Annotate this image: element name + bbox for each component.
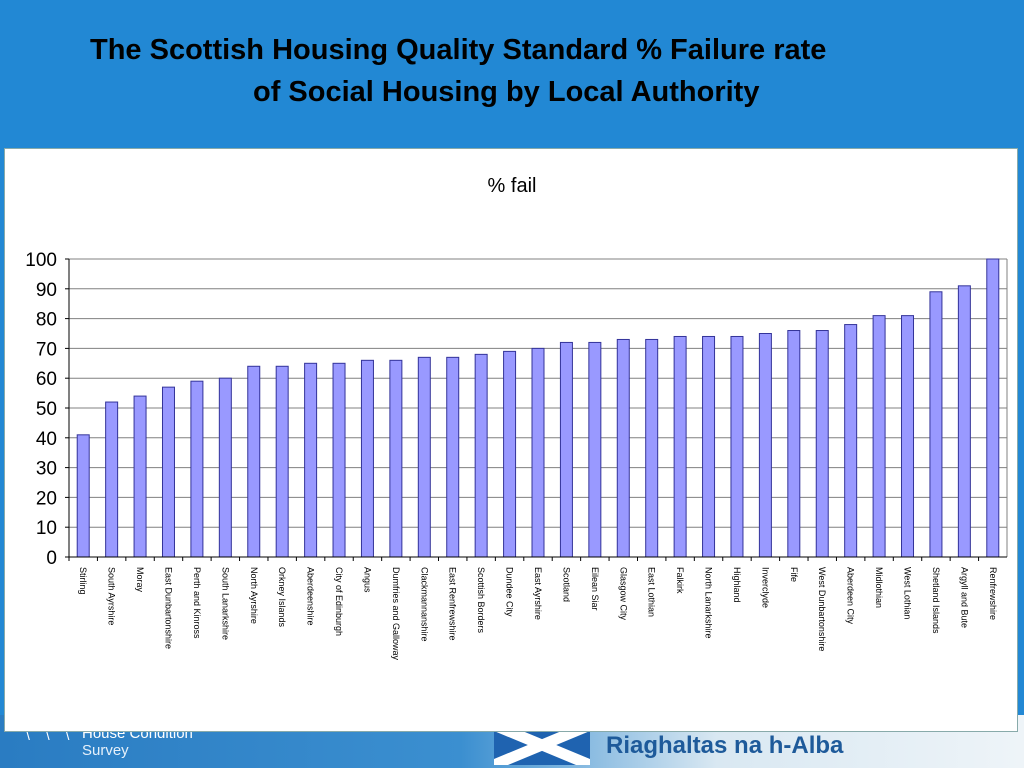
y-tick-label: 90 bbox=[36, 280, 57, 301]
bar bbox=[844, 324, 858, 558]
survey-name-line2: Survey bbox=[82, 742, 129, 759]
y-tick-label: 40 bbox=[36, 429, 57, 450]
bar bbox=[474, 353, 488, 558]
x-tick-label: Aberdeen City bbox=[846, 567, 856, 625]
bar bbox=[673, 335, 687, 558]
bar bbox=[446, 356, 460, 558]
x-tick-label: Orkney Islands bbox=[277, 567, 287, 628]
x-tick-label: Midlothian bbox=[874, 567, 884, 608]
bar bbox=[332, 362, 346, 558]
x-tick-label: West Dunbartonshire bbox=[817, 567, 827, 651]
bar bbox=[815, 330, 829, 558]
x-tick-label: Moray bbox=[135, 567, 145, 593]
bar bbox=[161, 386, 175, 558]
x-tick-label: Inverclyde bbox=[760, 567, 770, 608]
y-tick-label: 70 bbox=[36, 339, 57, 360]
bar bbox=[76, 434, 90, 558]
bar bbox=[417, 356, 431, 558]
bar bbox=[389, 359, 403, 558]
x-tick-label: City of Edinburgh bbox=[334, 567, 344, 636]
bar bbox=[929, 291, 943, 558]
x-tick-label: North Lanarkshire bbox=[704, 567, 714, 639]
x-tick-label: Fife bbox=[789, 567, 799, 582]
bar bbox=[588, 341, 602, 558]
y-tick-label: 60 bbox=[36, 369, 57, 390]
bar bbox=[531, 347, 545, 558]
slide-title-line2: of Social Housing by Local Authority bbox=[253, 76, 760, 108]
bar bbox=[957, 285, 971, 558]
bar bbox=[190, 380, 204, 558]
bar bbox=[702, 335, 716, 558]
x-tick-label: East Ayrshire bbox=[533, 567, 543, 620]
x-tick-label: Dundee City bbox=[505, 567, 515, 617]
x-tick-label: Shetland Islands bbox=[931, 567, 941, 634]
x-tick-label: Stirling bbox=[78, 567, 88, 595]
bar bbox=[787, 330, 801, 558]
bar bbox=[247, 365, 261, 558]
x-tick-label: Angus bbox=[362, 567, 372, 593]
x-tick-label: Falkirk bbox=[675, 567, 685, 594]
y-tick-label: 10 bbox=[36, 518, 57, 539]
x-tick-label: Highland bbox=[732, 567, 742, 603]
bar bbox=[559, 341, 573, 558]
chart-frame: % fail 0 10 20 30 40 50 60 70 80 90 100 Stirling So… bbox=[4, 148, 1018, 732]
y-tick-label: 0 bbox=[46, 548, 57, 569]
government-name: Riaghaltas na h-Alba bbox=[606, 732, 844, 759]
x-tick-label: East Renfrewshire bbox=[448, 567, 458, 641]
y-tick-label: 30 bbox=[36, 459, 57, 480]
bar bbox=[105, 401, 119, 558]
x-tick-label: Renfrewshire bbox=[988, 567, 998, 620]
bar bbox=[218, 377, 232, 558]
bar bbox=[304, 362, 318, 558]
bar bbox=[986, 258, 1000, 558]
x-tick-label: Scottish Borders bbox=[476, 567, 486, 634]
x-tick-label: Glasgow City bbox=[618, 567, 628, 621]
x-tick-label: North Ayrshire bbox=[249, 567, 259, 624]
x-tick-label: Argyll and Bute bbox=[959, 567, 969, 628]
y-tick-label: 50 bbox=[36, 399, 57, 420]
chart-title: % fail bbox=[488, 175, 537, 197]
x-tick-label: West Lothian bbox=[903, 567, 913, 619]
bar bbox=[503, 350, 517, 558]
x-tick-label: East Lothian bbox=[647, 567, 657, 617]
x-tick-label: Perth and Kinross bbox=[192, 567, 202, 639]
bar bbox=[872, 315, 886, 558]
y-tick-label: 20 bbox=[36, 488, 57, 509]
bar bbox=[645, 338, 659, 558]
slide-title-line1: The Scottish Housing Quality Standard % … bbox=[90, 34, 827, 66]
y-tick-label: 100 bbox=[25, 250, 57, 271]
x-tick-label: South Lanarkshire bbox=[220, 567, 230, 640]
x-tick-label: Dumfries and Galloway bbox=[391, 567, 401, 661]
bar bbox=[275, 365, 289, 558]
bar bbox=[133, 395, 147, 558]
y-tick-label: 80 bbox=[36, 310, 57, 331]
bar bbox=[730, 335, 744, 558]
bar bbox=[758, 333, 772, 558]
x-tick-label: Clackmannanshire bbox=[419, 567, 429, 642]
x-tick-label: East Dunbartonshire bbox=[163, 567, 173, 649]
bar-chart: % fail 0 10 20 30 40 50 60 70 80 90 100 Stirling So… bbox=[25, 175, 1008, 661]
x-tick-label: South Ayrshire bbox=[107, 567, 117, 625]
x-tick-label: Aberdeenshire bbox=[306, 567, 316, 626]
bar bbox=[360, 359, 374, 558]
bar bbox=[616, 338, 630, 558]
x-tick-label: Eilean Siar bbox=[590, 567, 600, 611]
x-tick-label: Scotland bbox=[561, 567, 571, 602]
bar bbox=[901, 315, 915, 558]
